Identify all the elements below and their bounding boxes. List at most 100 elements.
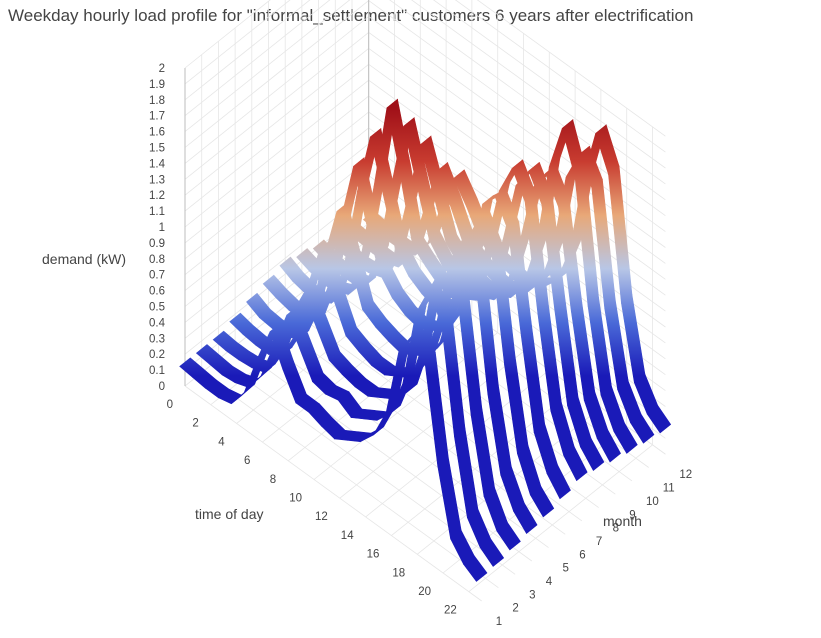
z-tick-label: 2 (159, 63, 165, 75)
floor-gridline (184, 385, 482, 602)
floor-gridline (468, 444, 653, 593)
z-tick-label: 0.7 (149, 270, 165, 282)
z-tick-label: 0.8 (149, 254, 165, 266)
z-tick-label: 0.6 (149, 286, 165, 298)
z-tick-label: 1.9 (149, 79, 165, 91)
series-ribbon-month-5 (246, 202, 555, 518)
wall-gridline (184, 127, 369, 276)
z-tick-label: 1.4 (149, 158, 166, 170)
y-tick-label: 1 (496, 616, 502, 628)
series-ribbon-month-1 (179, 322, 488, 582)
x-tick-label: 8 (270, 474, 276, 486)
z-axis-title: demand (kW) (42, 251, 126, 267)
x-tick-label: 0 (167, 399, 173, 411)
x-tick-label: 22 (444, 605, 457, 617)
x-tick-label: 12 (315, 511, 328, 523)
y-tick-label: 12 (679, 469, 692, 481)
z-tick-label: 0.5 (149, 302, 165, 314)
wall-gridline (184, 143, 369, 291)
ribbon-segment (437, 456, 462, 540)
ribbon-segment (299, 339, 324, 383)
wall-gridline (411, 0, 666, 185)
y-tick-label: 7 (596, 536, 602, 548)
x-tick-label: 10 (289, 493, 302, 505)
wall-gridline (184, 0, 271, 69)
ribbon-segment (479, 538, 505, 567)
ribbon-segment (563, 446, 588, 482)
wall-gridline (476, 0, 666, 137)
z-tick-label: 1.3 (149, 174, 165, 186)
ribbon-segment (513, 502, 538, 534)
ribbon-segment (561, 119, 587, 179)
wall-gridline (184, 0, 369, 148)
ribbon-segment (517, 444, 542, 496)
ribbon-segment (282, 360, 307, 404)
z-tick-label: 0.9 (149, 238, 165, 250)
z-tick-label: 1 (159, 222, 165, 234)
wall-gridline (184, 0, 331, 117)
ribbon-segment (630, 413, 655, 444)
ribbon-segment (496, 522, 521, 551)
wall-gridline (184, 16, 369, 164)
wall-gridline (184, 32, 369, 180)
ribbon-segment (520, 326, 546, 433)
ribbon-segment (596, 429, 621, 463)
y-tick-label: 8 (613, 523, 619, 535)
x-tick-label: 4 (218, 436, 225, 448)
ribbon-segment (332, 288, 357, 337)
ribbon-segment (463, 555, 488, 582)
wall-gridline (184, 0, 311, 101)
y-tick-label: 4 (546, 576, 553, 588)
floor-gridline (201, 372, 499, 589)
wall-gridline (184, 111, 369, 260)
z-tick-label: 0.2 (149, 349, 165, 361)
x-tick-label: 6 (244, 455, 250, 467)
x-tick-label: 16 (367, 549, 380, 561)
ribbon-segment (504, 355, 529, 455)
ribbon-segment (483, 487, 508, 532)
y-tick-label: 2 (512, 603, 518, 615)
z-tick-label: 1.6 (149, 127, 165, 139)
ribbon-segment (454, 427, 479, 519)
wall-gridline (184, 175, 369, 323)
ribbon-segment (580, 437, 605, 471)
z-tick-label: 0 (159, 381, 165, 393)
z-tick-label: 0.4 (149, 317, 166, 329)
y-tick-label: 9 (629, 509, 635, 521)
chart-ribbons (179, 98, 672, 582)
x-tick-label: 2 (192, 418, 198, 430)
y-tick-label: 6 (579, 549, 585, 561)
wall-gridline (184, 0, 291, 85)
z-tick-label: 1.2 (149, 190, 165, 202)
ribbon-segment (315, 318, 341, 361)
x-tick-label: 18 (392, 567, 405, 579)
x-axis-title: time of day (195, 506, 263, 522)
chart-title: Weekday hourly load profile for "informa… (8, 6, 694, 25)
z-tick-label: 1.8 (149, 95, 165, 107)
y-tick-label: 11 (663, 483, 675, 495)
z-tick-label: 1.5 (149, 143, 165, 155)
wall-gridline (184, 63, 369, 212)
wall-gridline (432, 0, 666, 169)
wall-gridline (454, 0, 666, 153)
wall-gridline (184, 159, 369, 307)
wall-gridline (184, 79, 369, 228)
chart-ticks: 0 0.1 0.2 0.3 0.4 0.5 0.6 0.7 0.8 0.9 1 1.1 1.2 1.3 1.… (149, 63, 692, 628)
ribbon-segment (613, 422, 638, 454)
y-tick-label: 3 (529, 589, 535, 601)
ribbon-segment (470, 406, 495, 497)
x-tick-label: 14 (341, 530, 354, 542)
z-tick-label: 1.7 (149, 111, 165, 123)
ribbon-segment (500, 466, 525, 512)
z-tick-label: 0.3 (149, 333, 165, 345)
y-tick-label: 5 (563, 563, 569, 575)
wall-gridline (184, 0, 351, 132)
y-axis-title: month (603, 513, 642, 529)
y-tick-label: 10 (646, 496, 659, 508)
x-tick-label: 20 (418, 586, 431, 598)
z-tick-label: 0.1 (149, 365, 165, 377)
ribbon-segment (533, 423, 558, 475)
wall-gridline (184, 48, 369, 196)
wall-gridline (184, 95, 369, 244)
